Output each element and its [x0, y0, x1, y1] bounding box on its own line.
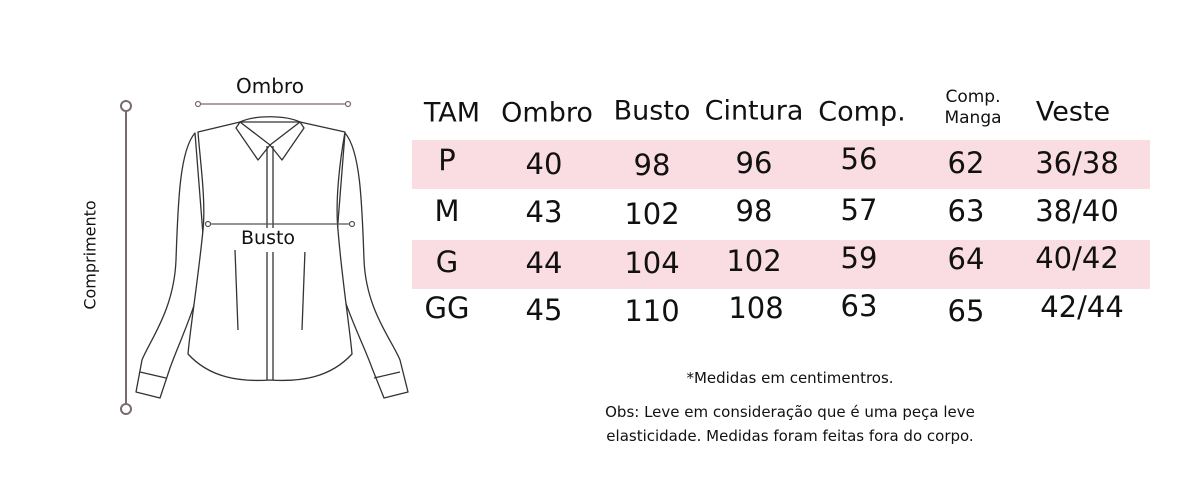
cell-ombro: 45	[525, 293, 563, 327]
cell-manga: 65	[947, 294, 985, 328]
cell-busto: 102	[624, 197, 680, 231]
cell-veste: 36/38	[1035, 146, 1119, 180]
header-tam: TAM	[423, 97, 481, 129]
shirt-outline	[135, 116, 409, 399]
row-highlight-p	[412, 140, 1150, 189]
header-ombro: Ombro	[501, 97, 593, 129]
bust-label: Busto	[241, 227, 296, 249]
shoulder-label: Ombro	[236, 74, 304, 98]
cell-busto: 98	[633, 148, 671, 182]
shirt-diagram	[120, 100, 409, 415]
bust-measure-line	[204, 220, 356, 228]
cell-size: GG	[424, 291, 470, 325]
cell-busto: 104	[624, 246, 680, 280]
cell-manga: 62	[947, 146, 985, 180]
cell-cintura: 108	[728, 291, 784, 325]
length-measure-line	[120, 100, 132, 415]
cell-veste: 38/40	[1035, 194, 1119, 228]
cell-veste: 42/44	[1040, 290, 1124, 324]
cell-ombro: 40	[525, 147, 563, 181]
cell-cintura: 96	[735, 146, 773, 180]
header-comp-manga-line1: Comp.	[945, 87, 1001, 107]
cell-comp: 63	[840, 289, 878, 323]
header-comp-manga: Comp. Manga	[944, 87, 1001, 129]
cell-size: G	[435, 245, 459, 279]
header-comp: Comp.	[818, 96, 906, 128]
header-veste: Veste	[1035, 96, 1111, 128]
header-cintura: Cintura	[704, 95, 804, 127]
obs-note-line2: elasticidade. Medidas foram feitas fora …	[606, 427, 974, 445]
obs-note-line1: Obs: Leve em consideração que é uma peça…	[605, 403, 975, 421]
header-comp-manga-line2: Manga	[944, 108, 1002, 128]
cell-comp: 56	[840, 142, 878, 176]
shoulder-measure-line	[194, 100, 352, 108]
row-highlight-g	[412, 240, 1150, 289]
cell-size: M	[434, 194, 460, 228]
obs-note: Obs: Leve em consideração que é uma peça…	[540, 400, 1040, 448]
cell-busto: 110	[624, 294, 680, 328]
cell-size: P	[438, 143, 456, 177]
cell-manga: 63	[947, 194, 985, 228]
cell-comp: 59	[840, 241, 878, 275]
cell-ombro: 44	[525, 246, 563, 280]
header-busto: Busto	[613, 95, 691, 127]
units-note: *Medidas em centimentros.	[686, 369, 894, 387]
cell-comp: 57	[840, 193, 878, 227]
cell-cintura: 98	[735, 194, 773, 228]
cell-cintura: 102	[726, 244, 782, 278]
cell-manga: 64	[947, 242, 985, 276]
length-label: Comprimento	[80, 200, 100, 310]
cell-veste: 40/42	[1035, 241, 1119, 275]
cell-ombro: 43	[525, 195, 563, 229]
